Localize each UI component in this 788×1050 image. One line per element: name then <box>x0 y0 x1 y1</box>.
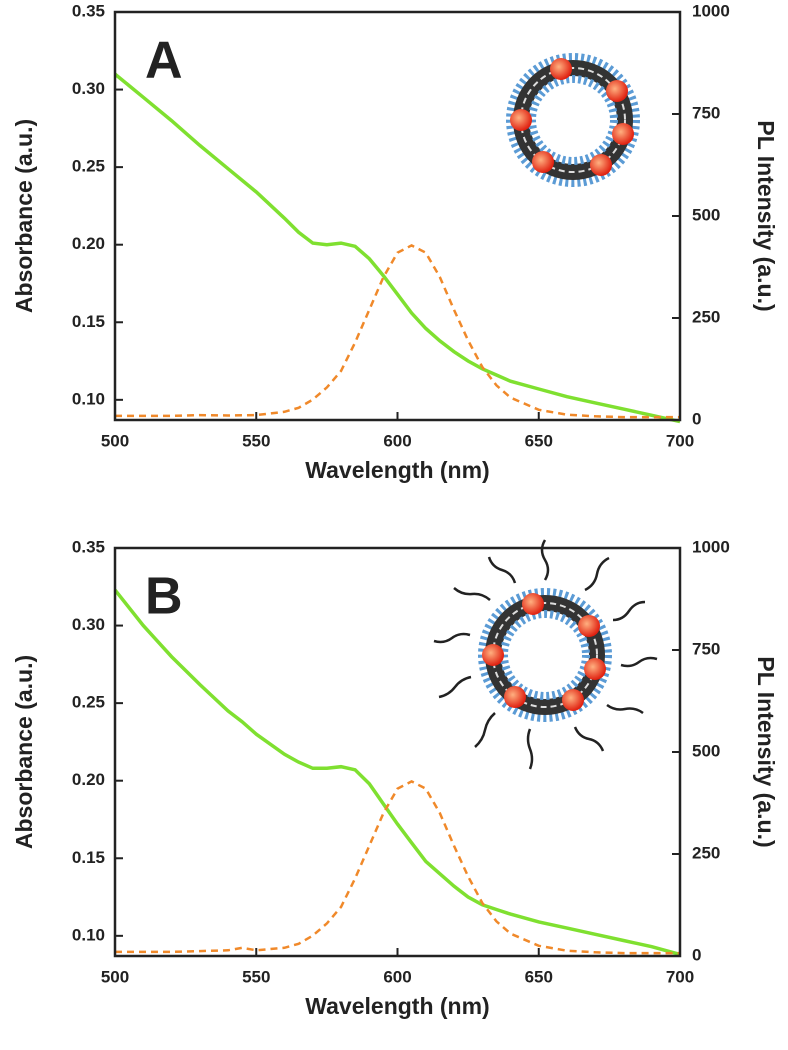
x-tick-label: 550 <box>242 967 270 986</box>
y2-tick-label: 250 <box>692 307 720 326</box>
y2-tick-label: 500 <box>692 741 720 760</box>
inset-illustration <box>510 58 635 182</box>
y-tick-label: 0.15 <box>72 848 105 867</box>
y2-tick-label: 1000 <box>692 1 730 20</box>
x-tick-label: 650 <box>525 967 553 986</box>
x-tick-label: 600 <box>383 431 411 450</box>
y-tick-label: 0.25 <box>72 693 105 712</box>
x-tick-label: 550 <box>242 431 270 450</box>
y-tick-label: 0.30 <box>72 615 105 634</box>
x-tick-label: 700 <box>666 967 694 986</box>
y2-tick-label: 1000 <box>692 537 730 556</box>
data-line <box>115 243 680 419</box>
x-tick-label: 500 <box>101 431 129 450</box>
y-tick-label: 0.10 <box>72 389 105 408</box>
y2-tick-label: 750 <box>692 639 720 658</box>
y2-tick-label: 0 <box>692 945 701 964</box>
y2-axis-title: PL Intensity (a.u.) <box>753 656 779 847</box>
y2-tick-label: 500 <box>692 205 720 224</box>
x-tick-label: 500 <box>101 967 129 986</box>
y-tick-label: 0.10 <box>72 925 105 944</box>
y-tick-label: 0.20 <box>72 770 105 789</box>
x-tick-label: 650 <box>525 431 553 450</box>
y-tick-label: 0.35 <box>72 1 105 20</box>
panel-label: A <box>145 32 183 90</box>
panel-label: B <box>145 568 183 626</box>
y-tick-label: 0.25 <box>72 157 105 176</box>
y2-tick-label: 250 <box>692 843 720 862</box>
y-tick-label: 0.30 <box>72 79 105 98</box>
x-tick-label: 600 <box>383 967 411 986</box>
inset-illustration <box>433 539 658 770</box>
x-axis-title: Wavelength (nm) <box>305 457 489 483</box>
y-tick-label: 0.35 <box>72 537 105 556</box>
y-tick-label: 0.15 <box>72 312 105 331</box>
plot-frame <box>113 546 682 958</box>
y2-tick-label: 0 <box>692 409 701 428</box>
y-axis-title: Absorbance (a.u.) <box>11 119 37 313</box>
y-axis-title: Absorbance (a.u.) <box>11 655 37 849</box>
data-line <box>113 588 681 957</box>
y-tick-label: 0.20 <box>72 234 105 253</box>
y2-axis-title: PL Intensity (a.u.) <box>753 120 779 311</box>
data-line <box>113 72 681 424</box>
x-axis-title: Wavelength (nm) <box>305 993 489 1019</box>
data-line <box>115 779 680 955</box>
x-tick-label: 700 <box>666 431 694 450</box>
y2-tick-label: 750 <box>692 103 720 122</box>
